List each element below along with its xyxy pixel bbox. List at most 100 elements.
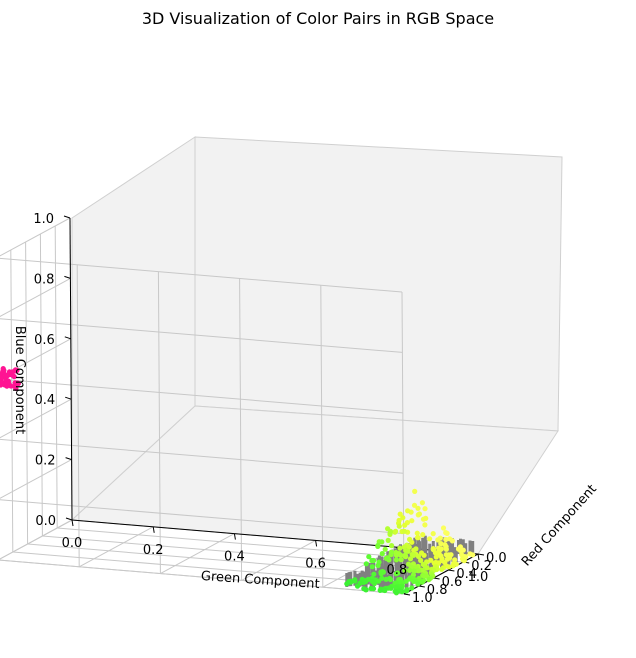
grid-line [0, 438, 404, 474]
x-tick-label: 0.6 [442, 575, 463, 590]
grid-line [241, 539, 316, 581]
yellow-green-point [398, 557, 404, 563]
yellow-green-point [447, 536, 453, 542]
yellow-green-point [389, 543, 395, 549]
yellow-green-point [411, 568, 417, 574]
y-tick-label: 0.4 [224, 550, 245, 565]
yellow-green-point [369, 557, 375, 564]
yellow-green-point [422, 506, 428, 512]
yellow-green-point [415, 553, 421, 560]
yellow-green-point [420, 532, 426, 538]
z-tick-label: 1.0 [33, 212, 54, 227]
tick-labels: 0.00.00.00.20.20.20.40.40.40.60.60.60.80… [33, 212, 506, 606]
grid-line [0, 398, 72, 439]
yellow-green-point [376, 578, 382, 584]
yellow-green-point [418, 550, 425, 556]
grid-line [39, 233, 43, 537]
yellow-green-point [430, 546, 436, 552]
pink-point [11, 383, 17, 389]
z-tick [65, 517, 73, 521]
yellow-green-point [388, 585, 394, 591]
grid-line [0, 257, 403, 293]
yellow-green-point [414, 535, 421, 541]
yellow-green-point [411, 502, 418, 508]
yellow-green-point [397, 511, 403, 517]
yellow-green-point [363, 587, 369, 593]
z-tick [63, 215, 71, 219]
yellow-green-point [383, 576, 389, 582]
yellow-green-point [379, 551, 385, 557]
chart-title: 3D Visualization of Color Pairs in RGB S… [142, 9, 494, 28]
yellow-green-point [410, 552, 416, 558]
yellow-green-point [412, 488, 418, 494]
grid-line [0, 217, 71, 257]
yellow-green-point [443, 552, 449, 558]
yellow-green-point [393, 590, 399, 596]
grid-line [78, 526, 154, 568]
yellow-green-point [443, 530, 449, 536]
yellow-green-point [361, 579, 367, 585]
grid-line [0, 559, 405, 595]
yellow-green-point [397, 545, 403, 551]
yellow-green-point [438, 541, 444, 547]
grid-line [0, 499, 404, 535]
yellow-green-point [443, 536, 449, 543]
x-tick [433, 577, 440, 580]
x-tick-label: 1.0 [412, 591, 433, 606]
yellow-green-point [366, 554, 372, 560]
yellow-green-point [402, 567, 408, 574]
x-tick-label: 0.2 [471, 559, 492, 574]
yellow-green-point [402, 522, 408, 528]
grid-line [25, 241, 29, 545]
yellow-green-point [413, 546, 419, 552]
yellow-green-point [383, 555, 389, 562]
x-tick-label: 0.8 [427, 583, 448, 598]
yellow-green-point [423, 515, 429, 522]
data-points [0, 366, 476, 596]
x-tick-label: 0.0 [486, 551, 507, 566]
yellow-green-point [363, 561, 369, 567]
yellow-green-point [416, 511, 422, 517]
pink-point [9, 369, 16, 375]
yellow-green-point [369, 564, 375, 570]
z-tick [65, 396, 72, 400]
pink-point [0, 375, 4, 381]
z-axis-line [69, 217, 73, 521]
yellow-green-point [385, 537, 391, 544]
yellow-green-point [400, 515, 406, 521]
yellow-green-point [375, 562, 381, 569]
x-tick [477, 553, 485, 556]
yellow-green-point [382, 587, 388, 594]
yellow-green-point [405, 548, 411, 554]
y-tick [477, 553, 480, 561]
grid-line [0, 378, 403, 414]
yellow-green-point [354, 583, 361, 589]
yellow-green-point [375, 543, 381, 550]
yellow-green-point [378, 571, 384, 577]
yellow-green-point [352, 578, 358, 584]
yellow-green-point [450, 563, 456, 569]
yellow-green-point [407, 556, 414, 562]
yellow-green-point [446, 564, 452, 570]
yellow-green-point [371, 579, 377, 585]
x-tick [448, 569, 455, 572]
grid-line [76, 264, 80, 567]
grid-line [10, 249, 14, 553]
y-tick-label: 0.0 [62, 536, 83, 551]
yellow-green-point [371, 571, 377, 577]
yellow-green-point [396, 523, 402, 529]
z-tick-label: 0.0 [35, 514, 56, 529]
yellow-green-point [401, 528, 407, 534]
yellow-green-point [407, 536, 413, 543]
x-tick [403, 593, 411, 596]
yellow-green-point [470, 552, 476, 558]
yellow-green-point [432, 550, 438, 556]
pink-point [15, 380, 21, 386]
grid-line [54, 225, 58, 529]
yellow-green-point [415, 581, 421, 587]
y-tick [233, 533, 236, 540]
yellow-green-point [411, 578, 417, 585]
z-tick [64, 336, 71, 340]
